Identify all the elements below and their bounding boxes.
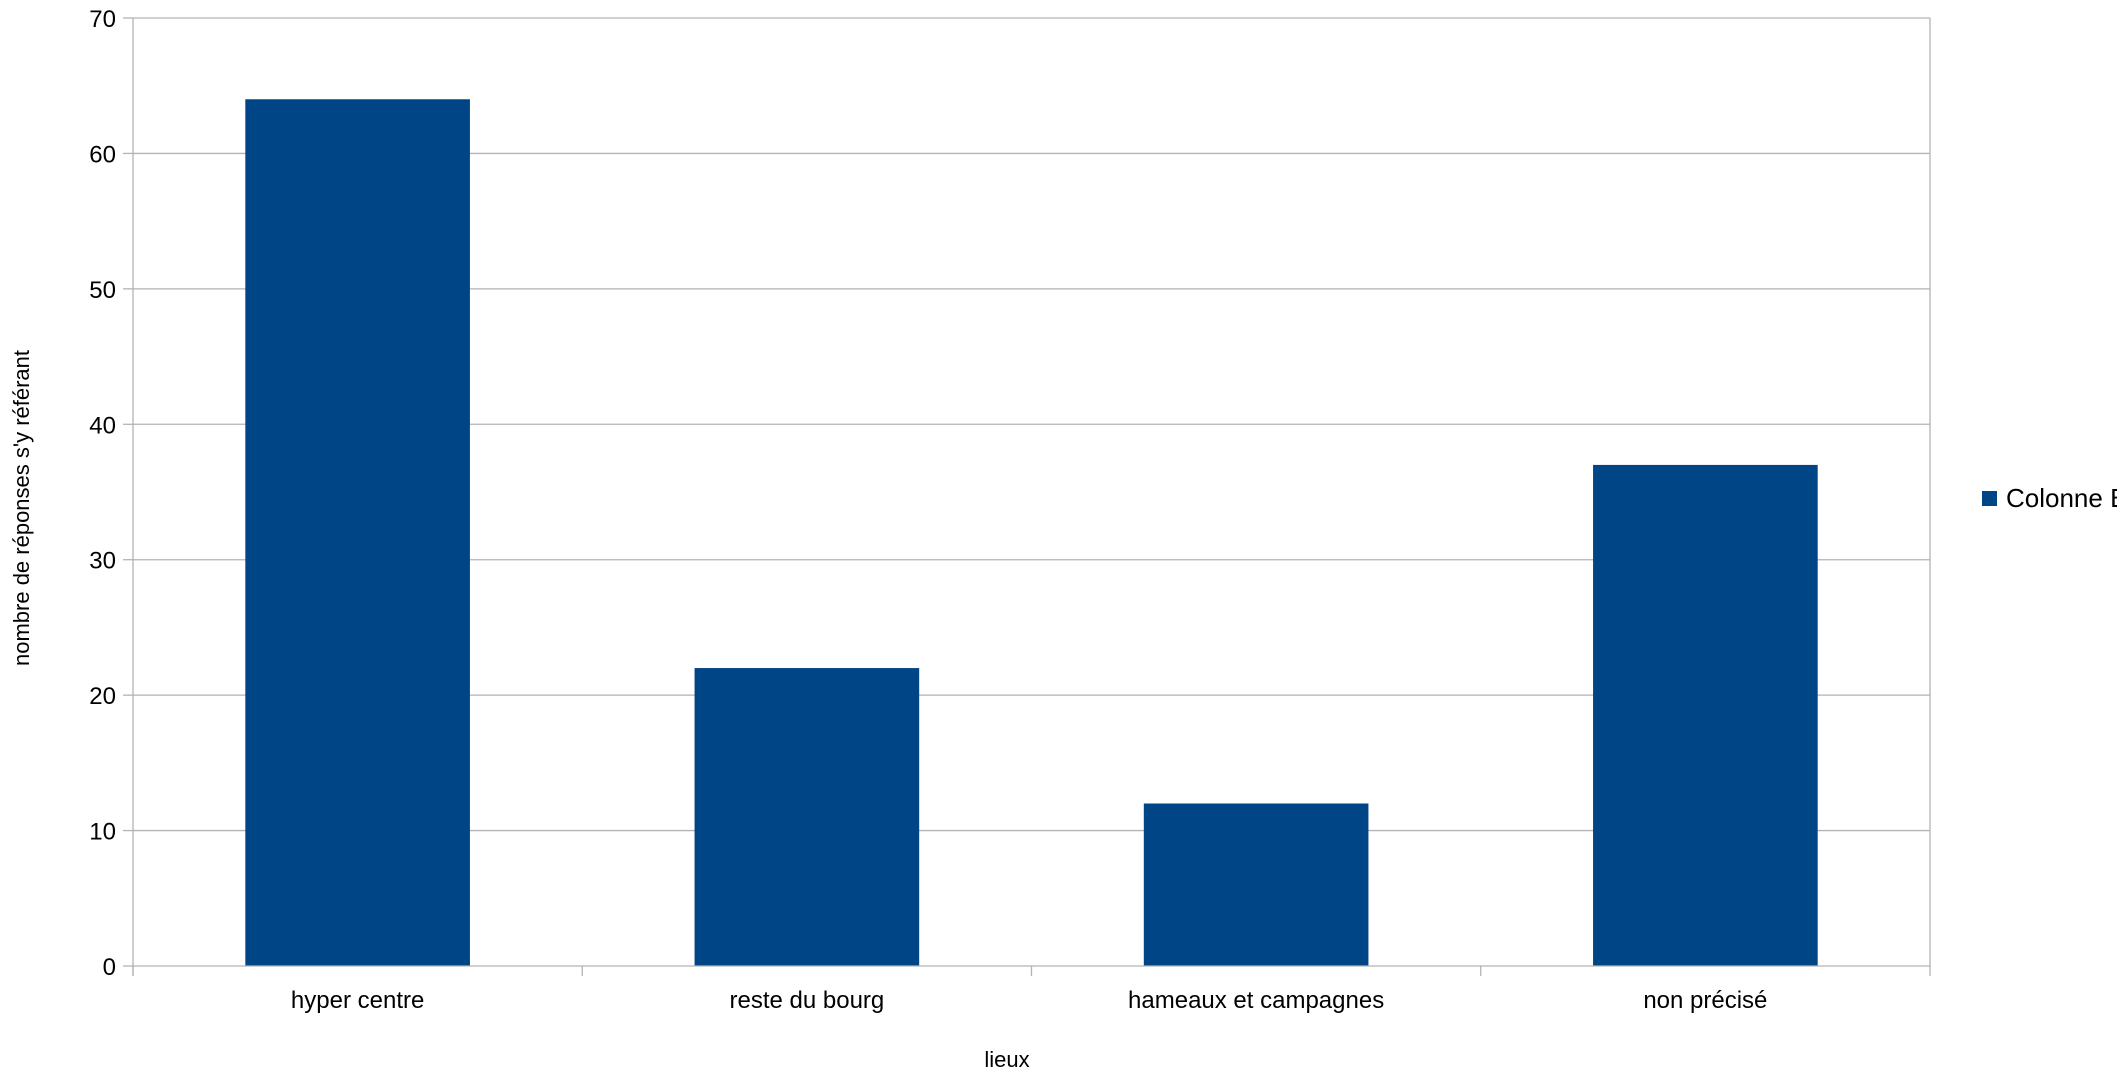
y-tick-label: 60 bbox=[89, 141, 116, 168]
bar-reste-du-bourg bbox=[694, 668, 920, 966]
y-tick-label: 10 bbox=[89, 819, 116, 846]
bar-hyper-centre bbox=[245, 99, 470, 966]
x-tick-label: reste du bourg bbox=[729, 987, 884, 1014]
x-tick-labels: hyper centre reste du bourg hameaux et cam… bbox=[291, 987, 1767, 1014]
y-axis-label: nombre de réponses s'y référant bbox=[9, 350, 34, 666]
x-axis-label: lieux bbox=[984, 1047, 1029, 1072]
x-tick-label: hyper centre bbox=[291, 987, 424, 1014]
y-tick-labels: 0 10 20 30 40 50 60 70 bbox=[89, 6, 116, 981]
y-tick-label: 70 bbox=[89, 6, 116, 33]
legend-swatch bbox=[1982, 491, 1997, 506]
y-tick-label: 20 bbox=[89, 683, 116, 710]
y-tick-label: 30 bbox=[89, 548, 116, 575]
y-tick-label: 0 bbox=[103, 954, 116, 981]
bars bbox=[245, 99, 1818, 966]
bar-hameaux-et-campagnes bbox=[1143, 803, 1369, 966]
y-tick-label: 40 bbox=[89, 412, 116, 439]
bar-non-précisé bbox=[1593, 464, 1818, 966]
x-tick-label: non précisé bbox=[1643, 987, 1767, 1014]
legend-label: Colonne B bbox=[2006, 483, 2117, 513]
axes bbox=[123, 17, 1931, 976]
y-tick-label: 50 bbox=[89, 277, 116, 304]
legend: Colonne B bbox=[1982, 483, 2117, 513]
x-tick-label: hameaux et campagnes bbox=[1128, 987, 1384, 1014]
